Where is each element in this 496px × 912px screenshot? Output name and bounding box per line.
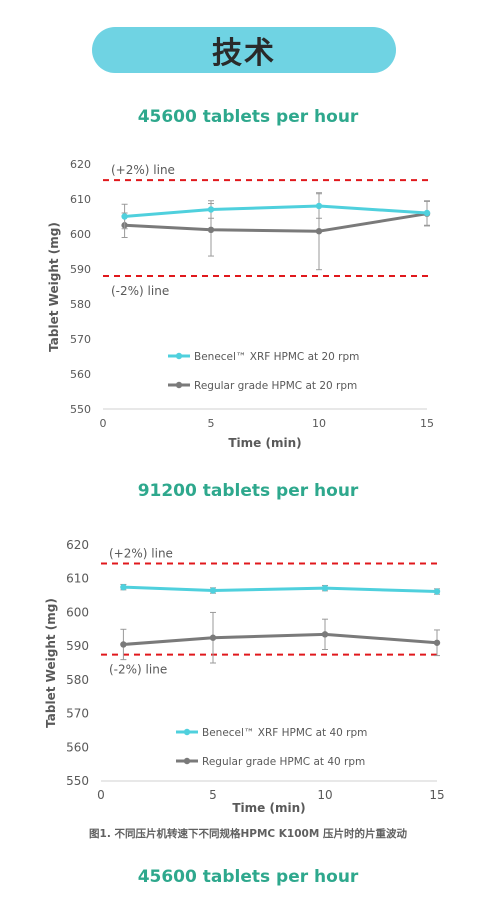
chart-2: 550 560 570 580 590 600 610 620 0 5 10 15 Time (min)… <box>0 530 496 822</box>
y-tick-label: 590 <box>70 263 91 276</box>
y-axis-label: Tablet Weight (mg) <box>47 222 61 352</box>
x-tick-label: 0 <box>100 417 107 430</box>
x-tick-label: 10 <box>312 417 326 430</box>
y-tick-label: 570 <box>66 707 89 721</box>
x-tick-label: 0 <box>97 788 105 802</box>
y-axis-label: Tablet Weight (mg) <box>44 598 58 728</box>
x-axis-label: Time (min) <box>228 436 301 450</box>
section-banner: 技术 <box>92 27 396 73</box>
y-tick-label: 600 <box>66 605 89 619</box>
data-point <box>120 641 127 648</box>
y-tick-label: 580 <box>70 298 91 311</box>
data-point <box>433 639 441 646</box>
data-point <box>321 631 329 638</box>
data-point <box>207 226 215 233</box>
data-point <box>423 209 431 217</box>
x-tick-label: 10 <box>317 788 332 802</box>
legend-swatch-marker <box>175 381 183 389</box>
y-tick-label: 620 <box>70 158 91 171</box>
data-point <box>321 584 329 592</box>
heading-top: 45600 tablets per hour <box>137 107 359 127</box>
data-point <box>433 588 441 595</box>
x-axis-label: Time (min) <box>232 801 305 815</box>
x-tick-label: 15 <box>420 417 434 430</box>
banner-title: 技术 <box>212 36 276 71</box>
limit-line-label: (-2%) line <box>109 663 167 677</box>
data-point <box>209 587 217 594</box>
legend-swatch-marker <box>183 728 191 736</box>
y-tick-label: 600 <box>70 228 91 241</box>
data-point <box>209 634 217 641</box>
heading-middle: 91200 tablets per hour <box>137 481 359 501</box>
x-tick-label: 15 <box>429 788 444 802</box>
data-point <box>315 228 323 235</box>
limit-line-label: (+2%) line <box>109 547 173 561</box>
limit-line-label: (-2%) line <box>111 284 169 298</box>
legend-label: Regular grade HPMC at 20 rpm <box>194 380 357 392</box>
y-tick-label: 610 <box>66 572 89 586</box>
y-tick-label: 550 <box>70 403 91 416</box>
data-point <box>207 206 215 213</box>
series-line <box>123 632 438 646</box>
legend-swatch-marker <box>183 757 191 765</box>
legend-label: Benecel™ XRF HPMC at 20 rpm <box>194 351 359 363</box>
y-tick-label: 570 <box>70 333 91 346</box>
x-tick-label: 5 <box>209 788 217 802</box>
legend-swatch-marker <box>175 352 183 360</box>
y-tick-label: 550 <box>66 774 89 788</box>
data-point <box>121 213 128 220</box>
series-line <box>123 585 438 594</box>
y-tick-label: 620 <box>66 538 89 552</box>
chart-1-svg: 550 560 570 580 590 600 610 620 0 5 10 15 Time (min)… <box>47 158 434 450</box>
legend-label: Regular grade HPMC at 40 rpm <box>202 756 365 768</box>
chart-2-svg: 550 560 570 580 590 600 610 620 0 5 10 15 Time (min)… <box>44 538 445 815</box>
series-line <box>124 204 428 218</box>
limit-line-label: (+2%) line <box>111 163 175 177</box>
heading-bottom: 45600 tablets per hour <box>137 867 359 887</box>
x-tick-label: 5 <box>208 417 215 430</box>
y-tick-label: 580 <box>66 673 89 687</box>
y-tick-label: 590 <box>66 639 89 653</box>
legend-label: Benecel™ XRF HPMC at 40 rpm <box>202 727 367 739</box>
data-point <box>120 583 127 591</box>
data-point <box>315 202 323 210</box>
chart-1: 550 560 570 580 590 600 610 620 0 5 10 15 Time (min)… <box>0 150 496 460</box>
y-tick-label: 610 <box>70 193 91 206</box>
figure-caption: 图1. 不同压片机转速下不同规格HPMC K100M 压片时的片重波动 <box>89 828 407 840</box>
y-tick-label: 560 <box>66 740 89 754</box>
series-line <box>124 212 428 233</box>
y-tick-label: 560 <box>70 368 91 381</box>
